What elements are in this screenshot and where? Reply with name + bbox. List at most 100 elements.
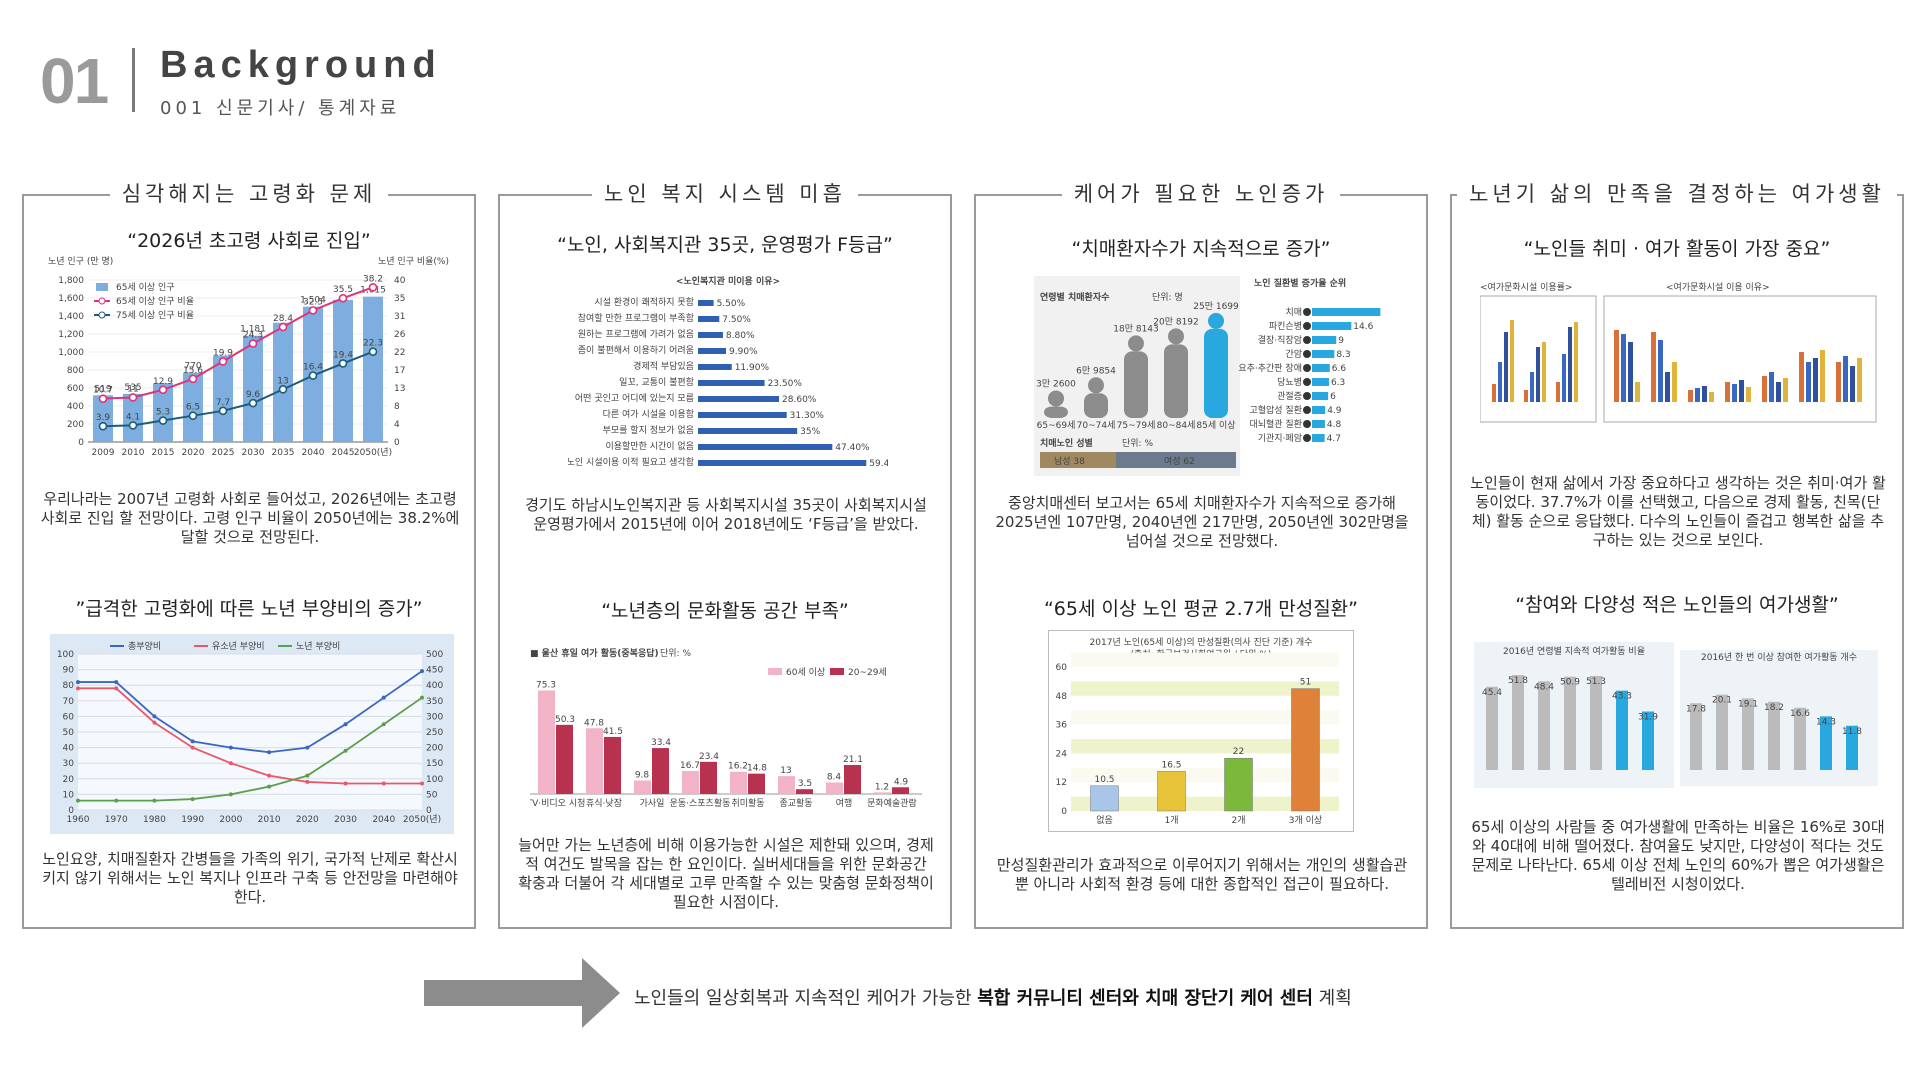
data-label: 16.5 xyxy=(1161,760,1181,770)
bar xyxy=(273,322,293,442)
elderly-point xyxy=(343,748,348,753)
data-label: 20만 8192 xyxy=(1153,316,1199,327)
bar xyxy=(1312,308,1381,316)
rank-marker xyxy=(1303,350,1311,358)
section-body: 노인들이 현재 삶에서 가장 중요하다고 생각하는 것은 취미·여가 활동이었다… xyxy=(1470,474,1886,549)
bar xyxy=(1768,701,1780,770)
bar xyxy=(1732,384,1737,402)
bar xyxy=(1590,675,1602,770)
data-label: 13 xyxy=(780,766,791,776)
category-label: 70~74세 xyxy=(1077,420,1116,431)
tick-label: 17 xyxy=(394,366,405,376)
chart-unit: 단위: % xyxy=(1122,438,1153,449)
ratio65-point xyxy=(308,306,318,315)
category-label: 좀이 불편해서 이용하기 어려움 xyxy=(578,344,694,356)
bar xyxy=(1312,420,1325,428)
tick-label: 1,200 xyxy=(58,330,84,340)
tick-label: 1,400 xyxy=(58,312,84,322)
tick-label: 250 xyxy=(426,728,443,738)
elderly-point xyxy=(228,792,233,797)
tick-label: 10 xyxy=(63,790,75,800)
section-body: 만성질환관리가 효과적으로 이루어지기 위해서는 개인의 생활습관 뿐 아니라 … xyxy=(996,856,1408,893)
tick-label: 400 xyxy=(67,402,84,412)
bar xyxy=(1857,358,1862,402)
bar xyxy=(1562,354,1566,402)
gender-bar-female xyxy=(1116,452,1236,468)
total-point xyxy=(305,745,310,750)
data-label: 18.2 xyxy=(1764,703,1784,713)
total-point xyxy=(381,695,386,700)
section-heading: “2026년 초고령 사회로 진입” xyxy=(127,230,371,252)
bar xyxy=(1776,382,1781,402)
data-label: 14.3 xyxy=(1816,717,1836,727)
gender-bar-male xyxy=(1040,452,1116,468)
tick-label: 2015 xyxy=(152,448,175,458)
rank-marker xyxy=(1303,392,1311,400)
total-point xyxy=(267,750,272,755)
bar xyxy=(796,789,813,794)
data-label: 5.3 xyxy=(156,408,170,418)
gender-title: 치매노인 성별 xyxy=(1040,437,1093,449)
data-label: 48.4 xyxy=(1534,682,1554,692)
bar xyxy=(1783,378,1788,402)
bar xyxy=(698,412,787,418)
bar-head xyxy=(1128,335,1144,352)
leisure-chart: <여가문화시설 이용률> <여가문화시설 이용 이유> xyxy=(1480,280,1880,430)
bar xyxy=(1616,690,1628,770)
bar xyxy=(586,728,603,794)
axis-label: 노년 인구 (만 명) xyxy=(48,256,113,267)
bar xyxy=(698,396,780,402)
category-label: 이용할만한 시간이 없음 xyxy=(605,441,694,452)
data-label: 33.4 xyxy=(651,738,671,748)
band xyxy=(1071,652,1339,667)
rank-title: 노인 질환별 증가율 순위 xyxy=(1254,277,1346,289)
bar xyxy=(1843,356,1848,402)
ratio65-point xyxy=(218,357,228,366)
bar xyxy=(698,332,723,338)
data-label: 9.90% xyxy=(729,347,758,357)
legend-label: 60세 이상 xyxy=(786,667,825,678)
tick-label: 300 xyxy=(426,712,443,722)
legend-label: 20~29세 xyxy=(848,667,887,678)
tick-label: 2025 xyxy=(212,448,235,458)
tick-label: 0 xyxy=(394,438,400,448)
tick-label: 2050(년) xyxy=(354,447,392,458)
tick-label: 60 xyxy=(63,712,75,722)
ratio75-point xyxy=(248,398,258,408)
bar xyxy=(1739,380,1744,402)
bar xyxy=(1164,344,1188,418)
bar xyxy=(213,355,233,442)
section-heading: “노년층의 문화활동 공간 부족” xyxy=(601,600,849,622)
ratio75-point xyxy=(218,406,228,416)
data-label: 32.5 xyxy=(303,297,323,307)
total-point xyxy=(343,722,348,727)
tick-label: 1960 xyxy=(67,815,90,825)
bar xyxy=(1690,703,1702,770)
data-label: 19.9 xyxy=(213,348,233,358)
total-point xyxy=(114,680,119,685)
data-label: 17.8 xyxy=(1686,704,1706,714)
bar xyxy=(698,444,833,450)
chronic-chart: 2017년 노인(65세 이상)의 만성질환(의사 진단 기준) 개수(출처: … xyxy=(1048,630,1354,832)
youth-point xyxy=(152,720,157,725)
bar xyxy=(1486,686,1498,770)
ratio75-line xyxy=(102,350,374,428)
bar xyxy=(1312,336,1337,344)
tick-label: 50 xyxy=(426,790,438,800)
data-label: 31.9 xyxy=(1638,713,1658,723)
data-label: 51.3 xyxy=(1586,677,1606,687)
data-label: 23.50% xyxy=(768,379,803,389)
tick-label: 12 xyxy=(1056,778,1067,788)
conclusion-text: 노인들의 일상회복과 지속적인 케어가 가능한 복합 커뮤니티 센터와 치매 장… xyxy=(634,988,1352,1009)
data-label: 51.8 xyxy=(1508,676,1528,686)
chart-unit: 단위: 명 xyxy=(1152,292,1183,303)
data-label: 1,181 xyxy=(240,325,266,335)
chart-frame xyxy=(1603,295,1877,423)
total-point xyxy=(420,669,424,674)
data-label: 770 xyxy=(184,362,201,372)
bar xyxy=(826,782,843,794)
bar xyxy=(1806,362,1811,402)
tick-label: 0 xyxy=(78,438,84,448)
section-body: 65세 이상의 사람들 중 여가생활에 만족하는 비율은 16%로 30대와 4… xyxy=(1471,818,1885,893)
youth-point xyxy=(228,761,233,766)
